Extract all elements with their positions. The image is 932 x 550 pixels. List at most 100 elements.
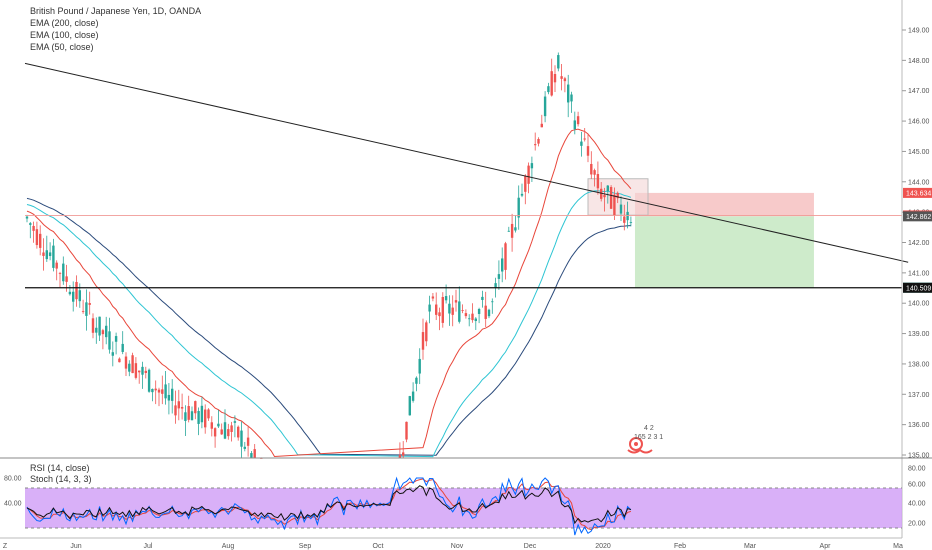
legend-ema200[interactable]: EMA (200, close)	[30, 18, 99, 28]
price-tag-bg	[903, 187, 932, 198]
rsi-left-tick: 40.00	[4, 501, 22, 508]
candle-body	[243, 446, 246, 449]
ema-100-line	[26, 190, 632, 458]
price-tag: 142.862	[903, 211, 932, 222]
candle-body	[590, 163, 593, 175]
main-pane[interactable]	[0, 0, 909, 459]
watermark-logo: 4 2 165 2 3 1	[627, 425, 663, 454]
candle-body	[141, 366, 144, 375]
candle-body	[530, 163, 534, 169]
candle-body	[190, 411, 194, 421]
candle-body	[151, 388, 154, 393]
candle-body	[600, 188, 603, 199]
candle-body	[72, 291, 75, 302]
rsi-right-tick: 40.00	[908, 501, 926, 508]
candle-body	[547, 86, 550, 93]
candle-body	[91, 318, 95, 333]
ema-lines	[26, 128, 632, 458]
candle-body	[520, 193, 524, 196]
candle-body	[596, 174, 600, 189]
candle-body	[484, 305, 487, 319]
candle-body	[62, 263, 65, 282]
candle-body	[108, 331, 111, 350]
candle-body	[154, 388, 157, 391]
candle-body	[411, 391, 415, 401]
candle-body	[613, 194, 616, 216]
candle-body	[504, 243, 507, 270]
candle-body	[448, 303, 451, 314]
candle-body	[586, 146, 590, 156]
candle-body	[32, 225, 35, 231]
candle-body	[157, 389, 161, 393]
candle-body	[510, 223, 514, 238]
candle-body	[167, 394, 171, 401]
candle-body	[180, 407, 184, 409]
price-tag-label: 143.634	[906, 190, 931, 197]
candle-body	[557, 55, 560, 69]
candle-body	[438, 312, 441, 317]
indicator-legend[interactable]: RSI (14, close) Stoch (14, 3, 3)	[30, 463, 92, 485]
candle-body	[425, 322, 428, 342]
candle-body	[138, 370, 141, 373]
legend-stoch[interactable]: Stoch (14, 3, 3)	[30, 474, 92, 484]
candle-body	[200, 405, 204, 423]
candle-body	[134, 363, 138, 378]
ema-200-line	[26, 197, 631, 456]
candle-body	[177, 401, 180, 409]
candle-body	[405, 421, 408, 440]
candle-body	[418, 358, 421, 374]
candle-body	[29, 223, 32, 225]
candle-body	[616, 192, 619, 199]
time-tick-label: Ma	[893, 543, 903, 550]
candle-body	[464, 313, 468, 317]
price-tick-label: 147.00	[908, 88, 930, 95]
time-tick-label: Mar	[744, 543, 757, 550]
candle-body	[95, 327, 98, 333]
candle-body	[128, 363, 131, 372]
candle-body	[197, 410, 200, 424]
candle-body	[184, 412, 187, 421]
candle-body	[454, 300, 458, 303]
time-tick-label: Dec	[524, 543, 537, 550]
price-tag: 143.634	[903, 187, 932, 198]
rsi-pane[interactable]: 80.00 40.00 80.00 60.00 40.00 20.00	[4, 466, 926, 536]
candle-body	[415, 377, 418, 384]
candle-body	[223, 422, 227, 439]
candle-body	[461, 310, 464, 311]
time-tick-label: Nov	[451, 543, 464, 550]
price-axis[interactable]: 149.00148.00147.00146.00145.00144.00143.…	[902, 28, 930, 460]
candle-body	[227, 429, 230, 437]
candle-body	[174, 405, 177, 416]
candle-body	[246, 437, 250, 446]
take-profit-zone	[634, 216, 814, 288]
candle-body	[623, 216, 626, 223]
legend-ema100[interactable]: EMA (100, close)	[30, 30, 99, 40]
legend-rsi[interactable]: RSI (14, close)	[30, 463, 90, 473]
candle-body	[402, 452, 405, 456]
candle-body	[78, 290, 81, 302]
candle-body	[88, 303, 91, 305]
candle-body	[39, 233, 42, 248]
candle-body	[253, 449, 256, 458]
candle-body	[398, 455, 402, 458]
candle-body	[58, 273, 62, 274]
candle-body	[563, 78, 567, 82]
candle-body	[98, 316, 101, 336]
time-axis[interactable]: Z Jun Jul Aug Sep Oct Nov Dec 2020 Feb Mar Apr Ma	[3, 543, 903, 550]
candle-body	[431, 296, 435, 299]
price-tick-label: 137.00	[908, 392, 930, 399]
price-tag-bg	[903, 211, 932, 222]
candle-body	[444, 296, 448, 301]
candle-body	[75, 281, 78, 300]
legend-ema50[interactable]: EMA (50, close)	[30, 42, 94, 52]
rsi-right-tick: 80.00	[908, 466, 926, 473]
price-tick-label: 145.00	[908, 149, 930, 156]
trendline[interactable]	[24, 62, 909, 263]
chart-legend[interactable]: British Pound / Japanese Yen, 1D, OANDA …	[30, 5, 201, 53]
candle-body	[204, 409, 207, 428]
horizontal-lines[interactable]	[25, 215, 902, 289]
price-tag-bg	[903, 282, 932, 293]
price-tick-label: 138.00	[908, 361, 930, 368]
candle-body	[68, 291, 72, 295]
